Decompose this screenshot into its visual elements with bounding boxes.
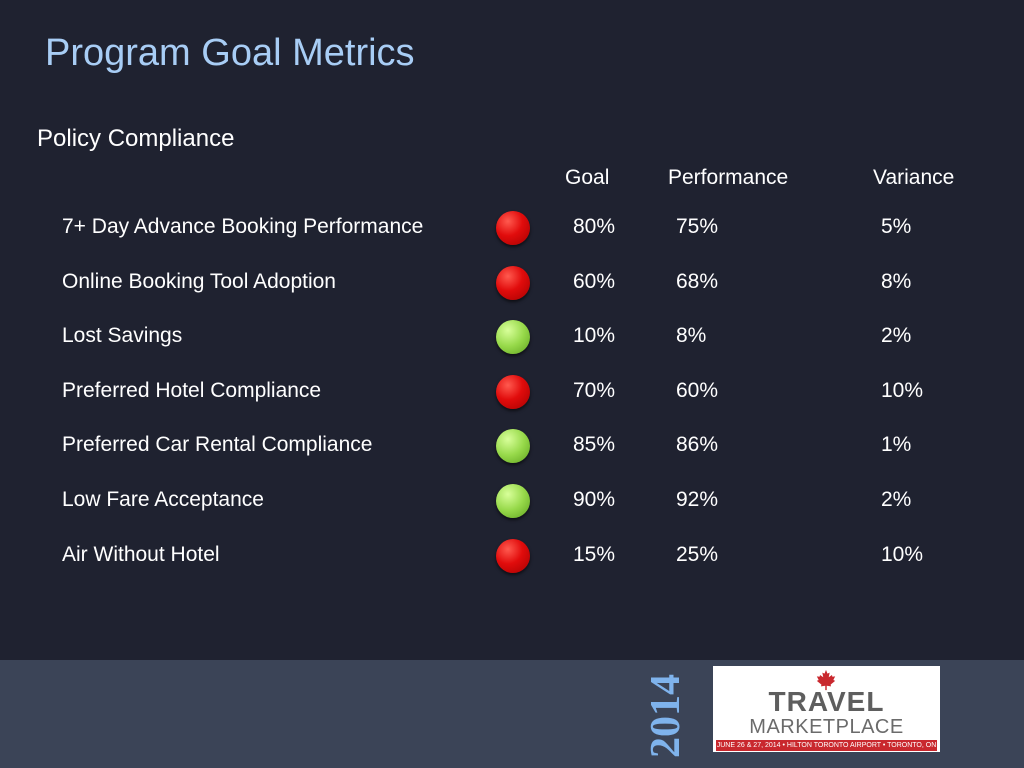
- performance-value: 60%: [676, 379, 719, 402]
- goal-value: 90%: [573, 488, 616, 511]
- performance-value: 75%: [676, 215, 719, 238]
- section-title: Policy Compliance: [37, 125, 235, 152]
- column-header-goal: Goal: [565, 166, 610, 189]
- performance-value: 8%: [676, 324, 707, 347]
- slide-title: Program Goal Metrics: [45, 32, 415, 74]
- variance-value: 10%: [881, 379, 924, 402]
- goal-value: 85%: [573, 433, 616, 456]
- goal-value: 70%: [573, 379, 616, 402]
- status-red-dot-icon: [496, 266, 530, 300]
- variance-value: 10%: [881, 543, 924, 566]
- status-red-dot-icon: [496, 211, 530, 245]
- metric-name: Air Without Hotel: [62, 543, 220, 566]
- variance-value: 8%: [881, 270, 912, 293]
- goal-value: 80%: [573, 215, 616, 238]
- performance-value: 92%: [676, 488, 719, 511]
- table-row: 7+ Day Advance Booking Performance 80% 75%…: [0, 211, 1024, 252]
- column-header-performance: Performance: [668, 166, 789, 189]
- table-row: Air Without Hotel 15% 25% 10%: [0, 539, 1024, 580]
- variance-value: 5%: [881, 215, 912, 238]
- goal-value: 10%: [573, 324, 616, 347]
- metric-name: Online Booking Tool Adoption: [62, 270, 336, 293]
- status-green-dot-icon: [496, 320, 530, 354]
- metric-name: Preferred Car Rental Compliance: [62, 433, 373, 456]
- logo-text-marketplace: MARKETPLACE: [749, 716, 904, 738]
- metric-name: Preferred Hotel Compliance: [62, 379, 322, 402]
- goal-value: 60%: [573, 270, 616, 293]
- table-row: Low Fare Acceptance 90% 92% 2%: [0, 484, 1024, 525]
- status-red-dot-icon: [496, 375, 530, 409]
- logo-text-travel: TRAVEL: [768, 686, 885, 717]
- year-text: 2014: [643, 674, 689, 758]
- goal-value: 15%: [573, 543, 616, 566]
- variance-value: 2%: [881, 324, 912, 347]
- status-green-dot-icon: [496, 429, 530, 463]
- metric-name: Low Fare Acceptance: [62, 488, 264, 511]
- variance-value: 1%: [881, 433, 912, 456]
- table-row: Lost Savings 10% 8% 2%: [0, 320, 1024, 361]
- table-row: Preferred Car Rental Compliance 85% 86% 1%: [0, 429, 1024, 470]
- performance-value: 86%: [676, 433, 719, 456]
- performance-value: 68%: [676, 270, 719, 293]
- table-row: Preferred Hotel Compliance 70% 60% 10%: [0, 375, 1024, 416]
- maple-leaf-icon: [816, 669, 836, 691]
- status-red-dot-icon: [496, 539, 530, 573]
- column-header-variance: Variance: [873, 166, 955, 189]
- performance-value: 25%: [676, 543, 719, 566]
- status-green-dot-icon: [496, 484, 530, 518]
- year-label: 2014: [641, 673, 691, 759]
- travel-marketplace-logo: TRAVEL MARKETPLACE JUNE 26 & 27, 2014 • …: [713, 666, 940, 752]
- variance-value: 2%: [881, 488, 912, 511]
- logo-tagline: JUNE 26 & 27, 2014 • HILTON TORONTO AIRP…: [716, 740, 937, 751]
- metric-name: 7+ Day Advance Booking Performance: [62, 215, 424, 238]
- metric-name: Lost Savings: [62, 324, 183, 347]
- table-row: Online Booking Tool Adoption 60% 68% 8%: [0, 266, 1024, 307]
